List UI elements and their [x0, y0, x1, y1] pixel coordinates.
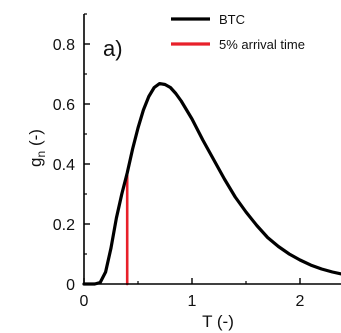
x-tick-label: 0: [80, 293, 89, 310]
series-group: [82, 81, 341, 286]
y-tick-label: 0.4: [53, 157, 75, 174]
y-tick-label: 0: [66, 277, 75, 294]
y-axis-label: gn (-): [26, 129, 48, 167]
y-axis-label-main: g: [26, 157, 45, 166]
panel-label: a): [103, 36, 123, 61]
y-tick-label: 0.8: [53, 37, 75, 54]
legend: BTC 5% arrival time: [171, 12, 305, 52]
y-tick-label: 0.2: [53, 217, 75, 234]
y-tick-labels: 0 0.2 0.4 0.6 0.8: [53, 37, 75, 294]
legend-label-btc: BTC: [219, 12, 245, 27]
series-line-btc: [82, 81, 341, 286]
y-axis-label-subscript: n: [34, 151, 48, 158]
x-tick-label: 1: [188, 293, 197, 310]
x-tick-labels: 0 1 2: [80, 293, 305, 310]
y-axis-label-unit: (-): [26, 129, 45, 151]
legend-label-arrival: 5% arrival time: [219, 37, 305, 52]
x-tick-label: 2: [296, 293, 305, 310]
x-axis-label: T (-): [202, 312, 234, 331]
y-tick-label: 0.6: [53, 97, 75, 114]
